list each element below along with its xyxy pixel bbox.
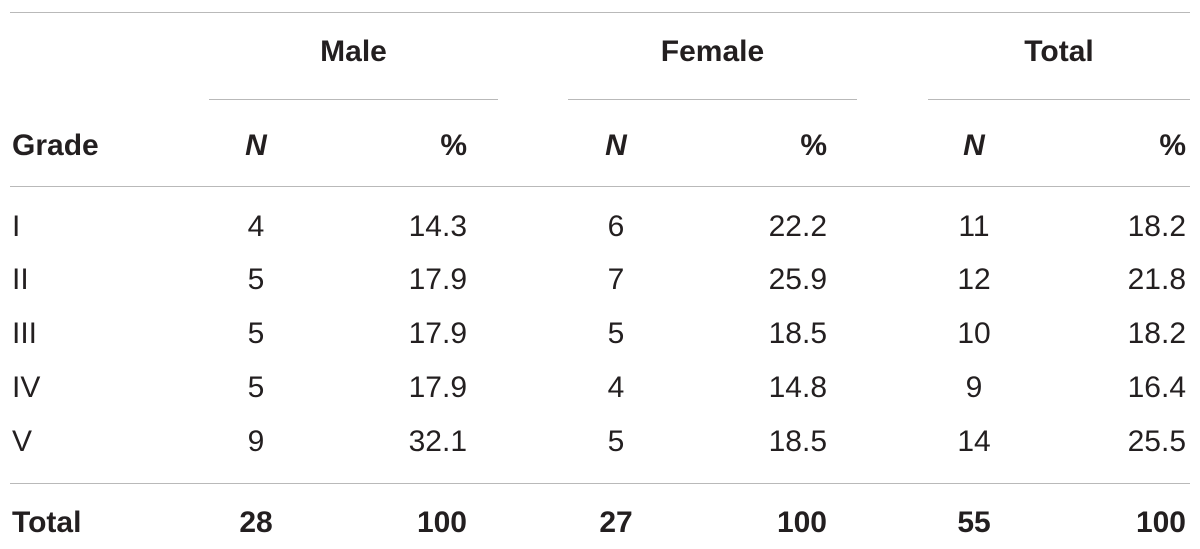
grade-cell: IV bbox=[12, 371, 41, 404]
grade-cell: II bbox=[12, 263, 29, 296]
subheader-female-pct: % bbox=[800, 129, 827, 162]
male-pct-cell: 17.9 bbox=[408, 263, 467, 296]
body-bottom-rule bbox=[10, 483, 1190, 484]
male-pct-cell: 32.1 bbox=[408, 425, 467, 458]
group-rule-total bbox=[928, 99, 1190, 100]
total-total-n: 55 bbox=[957, 506, 991, 539]
total-pct-cell: 16.4 bbox=[1127, 371, 1186, 404]
total-label: Total bbox=[12, 506, 82, 539]
total-n-cell: 12 bbox=[957, 263, 991, 296]
male-pct-cell: 14.3 bbox=[408, 210, 467, 243]
total-total-pct: 100 bbox=[1135, 506, 1186, 539]
grade-cell: V bbox=[12, 425, 33, 458]
total-female-n: 27 bbox=[599, 506, 633, 539]
male-n-cell: 4 bbox=[247, 210, 265, 243]
female-pct-cell: 18.5 bbox=[768, 317, 827, 350]
total-n-cell: 10 bbox=[957, 317, 991, 350]
header-bottom-rule bbox=[10, 186, 1190, 187]
male-pct-cell: 17.9 bbox=[408, 371, 467, 404]
total-pct-cell: 18.2 bbox=[1127, 317, 1186, 350]
row-header-grade: Grade bbox=[12, 129, 99, 162]
total-male-pct: 100 bbox=[416, 506, 467, 539]
female-pct-cell: 25.9 bbox=[768, 263, 827, 296]
male-n-cell: 5 bbox=[247, 371, 265, 404]
group-header-total: Total bbox=[1024, 35, 1094, 68]
female-pct-cell: 22.2 bbox=[768, 210, 827, 243]
male-n-cell: 5 bbox=[247, 317, 265, 350]
total-pct-cell: 25.5 bbox=[1127, 425, 1186, 458]
total-female-pct: 100 bbox=[776, 506, 827, 539]
grade-cell: III bbox=[12, 317, 38, 350]
male-pct-cell: 17.9 bbox=[408, 317, 467, 350]
grade-cell: I bbox=[12, 210, 21, 243]
subheader-female-n: N bbox=[605, 129, 627, 162]
female-n-cell: 7 bbox=[607, 263, 625, 296]
male-n-cell: 5 bbox=[247, 263, 265, 296]
group-rule-female bbox=[568, 99, 857, 100]
female-n-cell: 6 bbox=[607, 210, 625, 243]
female-pct-cell: 14.8 bbox=[768, 371, 827, 404]
group-header-male: Male bbox=[320, 35, 387, 68]
female-n-cell: 5 bbox=[607, 425, 625, 458]
total-pct-cell: 18.2 bbox=[1127, 210, 1186, 243]
subheader-male-pct: % bbox=[440, 129, 467, 162]
total-n-cell: 9 bbox=[965, 371, 983, 404]
table-top-rule bbox=[10, 12, 1190, 13]
total-n-cell: 14 bbox=[957, 425, 991, 458]
subheader-male-n: N bbox=[245, 129, 267, 162]
subheader-total-pct: % bbox=[1159, 129, 1186, 162]
male-n-cell: 9 bbox=[247, 425, 265, 458]
female-n-cell: 4 bbox=[607, 371, 625, 404]
total-pct-cell: 21.8 bbox=[1127, 263, 1186, 296]
female-n-cell: 5 bbox=[607, 317, 625, 350]
total-n-cell: 11 bbox=[958, 210, 990, 243]
subheader-total-n: N bbox=[963, 129, 985, 162]
total-male-n: 28 bbox=[239, 506, 273, 539]
group-rule-male bbox=[209, 99, 498, 100]
group-header-female: Female bbox=[660, 35, 765, 68]
female-pct-cell: 18.5 bbox=[768, 425, 827, 458]
